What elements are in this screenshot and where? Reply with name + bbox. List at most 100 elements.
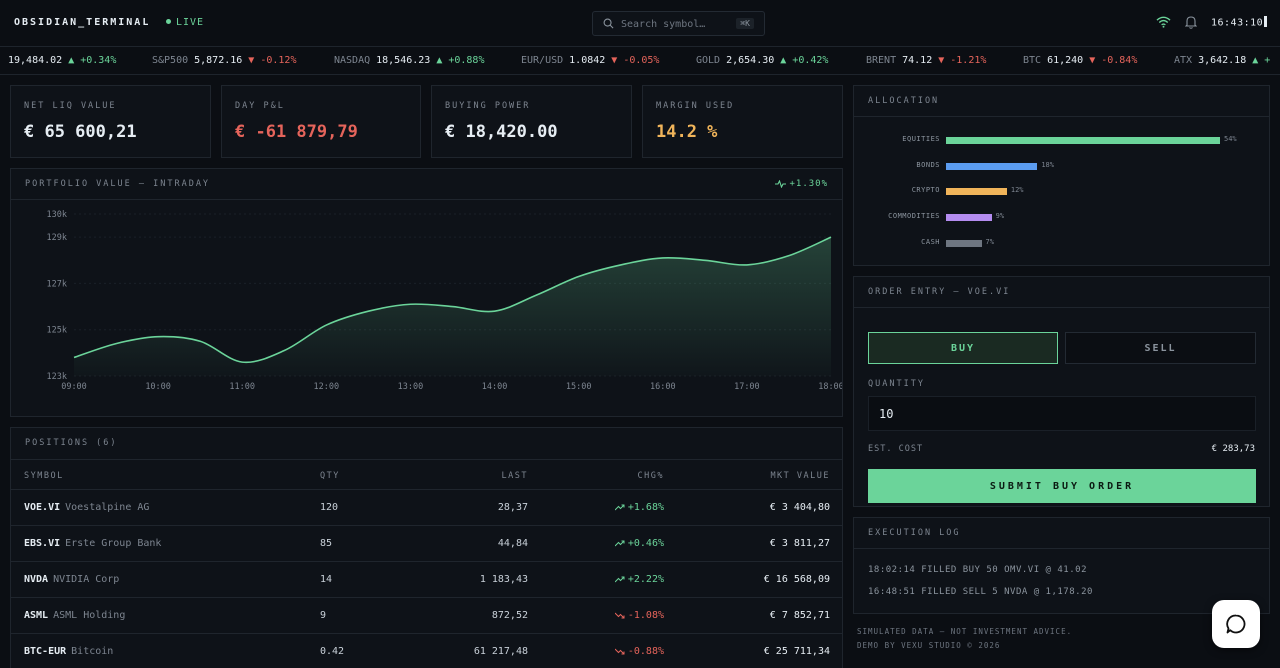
log-entry: 16:48:51 FILLED SELL 5 NVDA @ 1,178.20 [868, 587, 1093, 597]
position-mkt-value: € 3 404,80 [769, 502, 830, 513]
trend-up-icon [614, 502, 628, 513]
clock-time: 16:43:10 [1211, 17, 1264, 29]
position-name: NVIDIA Corp [53, 574, 120, 585]
chart-divider [11, 199, 842, 200]
ticker-item[interactable]: S&P500 5,872.16 ▼ -0.12% [152, 55, 296, 66]
ticker-change: ▲ +0.34% [68, 55, 117, 66]
pulse-icon [775, 179, 787, 188]
disclaimer-text: SIMULATED DATA — NOT INVESTMENT ADVICE. [857, 627, 1073, 636]
position-qty: 85 [320, 538, 333, 549]
live-indicator: LIVE [166, 17, 204, 28]
ticker-value: 1.0842 [569, 55, 606, 66]
table-row[interactable]: VOE.VI Voestalpine AG 120 28,37 +1.68% € 3 40… [11, 490, 843, 526]
x-tick-label: 12:00 [314, 382, 340, 392]
est-cost-value: € 283,73 [1211, 444, 1255, 454]
execution-log-panel: EXECUTION LOG 18:02:14 FILLED BUY 50 OMV… [853, 517, 1270, 614]
position-symbol: NVDA [24, 574, 49, 585]
ticker-symbol: BRENT [866, 55, 897, 66]
buy-button[interactable]: BUY [868, 332, 1058, 364]
stat-value: € 18,420.00 [445, 122, 558, 142]
table-row[interactable]: EBS.VI Erste Group Bank 85 44,84 +0.46% € 3 8… [11, 526, 843, 562]
order-entry-panel: ORDER ENTRY — VOE.VI BUY SELL QUANTITY E… [853, 276, 1270, 507]
stat-label: MARGIN USED [656, 101, 735, 111]
chat-button[interactable] [1212, 600, 1260, 648]
position-change: +1.68% [614, 502, 664, 513]
stat-value: € -61 879,79 [235, 122, 358, 142]
search-input[interactable] [621, 16, 721, 32]
ticker-change: ▼ -0.05% [611, 55, 660, 66]
position-last: 28,37 [497, 502, 528, 513]
table-row[interactable]: NVDA NVIDIA Corp 14 1 183,43 +2.22% € 16 568,… [11, 562, 843, 598]
bell-icon[interactable] [1185, 15, 1197, 29]
ticker-item[interactable]: EUR/USD 1.0842 ▼ -0.05% [521, 55, 659, 66]
position-mkt-value: € 7 852,71 [769, 610, 830, 621]
ticker-item[interactable]: BRENT 74.12 ▼ -1.21% [866, 55, 986, 66]
allocation-label: CASH [921, 237, 940, 246]
position-qty: 0.42 [320, 646, 345, 657]
allocation-label: EQUITIES [902, 135, 940, 143]
table-row[interactable]: ASML ASML Holding 9 872,52 -1.08% € 7 852,71 [11, 598, 843, 634]
ticker-item[interactable]: ATX 3,642.18 ▲ + [1174, 55, 1270, 66]
position-symbol-cell: BTC-EUR Bitcoin [24, 646, 113, 657]
table-row[interactable]: BTC-EUR Bitcoin 0.42 61 217,48 -0.88% € 25 71… [11, 634, 843, 668]
position-last: 61 217,48 [473, 646, 528, 657]
stat-card: NET LIQ VALUE € 65 600,21 [10, 85, 211, 158]
x-tick-label: 10:00 [145, 382, 171, 392]
ticker-change: ▲ +0.42% [780, 55, 829, 66]
ticker-item[interactable]: NASDAQ 18,546.23 ▲ +0.88% [334, 55, 484, 66]
stat-card: MARGIN USED 14.2 % [642, 85, 843, 158]
position-name: Voestalpine AG [65, 502, 150, 513]
clock: 16:43:10 [1211, 16, 1268, 29]
sell-button[interactable]: SELL [1065, 332, 1256, 364]
y-tick-label: 123k [47, 372, 67, 382]
ticker-value: 61,240 [1047, 55, 1084, 66]
ticker-item[interactable]: 19,484.02 ▲ +0.34% [8, 55, 116, 66]
position-name: Erste Group Bank [65, 538, 162, 549]
position-name: ASML Holding [53, 610, 126, 621]
positions-panel: POSITIONS (6) SYMBOL QTY LAST CHG% MKT V… [10, 427, 843, 668]
position-symbol: EBS.VI [24, 538, 61, 549]
position-name: Bitcoin [71, 646, 114, 657]
y-tick-label: 125k [47, 326, 67, 336]
chart-change: +1.30% [775, 179, 828, 189]
quantity-label: QUANTITY [868, 379, 925, 389]
ticker-symbol: ATX [1174, 55, 1193, 66]
search-icon [603, 18, 614, 29]
positions-title: POSITIONS (6) [25, 438, 118, 448]
position-symbol-cell: EBS.VI Erste Group Bank [24, 538, 161, 549]
search-box[interactable]: ⌘K [592, 11, 765, 36]
position-last: 872,52 [491, 610, 528, 621]
stat-label: DAY P&L [235, 101, 285, 111]
position-symbol-cell: ASML ASML Holding [24, 610, 125, 621]
ticker-value: 3,642.18 [1198, 55, 1247, 66]
position-change: -0.88% [614, 646, 664, 657]
allocation-row: CRYPTO 12% [854, 185, 1254, 197]
allocation-label: BONDS [916, 160, 940, 169]
position-symbol-cell: VOE.VI Voestalpine AG [24, 502, 149, 513]
allocation-title: ALLOCATION [868, 96, 940, 106]
ticker-item[interactable]: GOLD 2,654.30 ▲ +0.42% [696, 55, 828, 66]
ticker-value: 2,654.30 [726, 55, 775, 66]
y-tick-label: 127k [47, 279, 67, 289]
ticker-item[interactable]: BTC 61,240 ▼ -0.84% [1023, 55, 1137, 66]
allocation-pct: 54% [1224, 135, 1237, 143]
x-tick-label: 14:00 [482, 382, 508, 392]
header-chg: CHG% [637, 471, 664, 481]
position-last: 1 183,43 [479, 574, 528, 585]
submit-order-button[interactable]: SUBMIT BUY ORDER [868, 469, 1256, 503]
stat-card: BUYING POWER € 18,420.00 [431, 85, 632, 158]
allocation-bar [946, 137, 1220, 144]
position-mkt-value: € 16 568,09 [763, 574, 830, 585]
ticker-change: ▼ -0.84% [1089, 55, 1138, 66]
execution-log-title: EXECUTION LOG [868, 528, 961, 538]
positions-table: SYMBOL QTY LAST CHG% MKT VALUE VOE.VI Voe… [11, 459, 843, 668]
quantity-input[interactable] [868, 396, 1256, 431]
stat-label: BUYING POWER [445, 101, 531, 111]
position-change: +2.22% [614, 574, 664, 585]
position-qty: 120 [320, 502, 339, 513]
x-tick-label: 15:00 [566, 382, 592, 392]
ticker-value: 18,546.23 [376, 55, 431, 66]
allocation-bar [946, 239, 982, 247]
header-last: LAST [501, 471, 528, 481]
ticker-symbol: BTC [1023, 55, 1042, 66]
